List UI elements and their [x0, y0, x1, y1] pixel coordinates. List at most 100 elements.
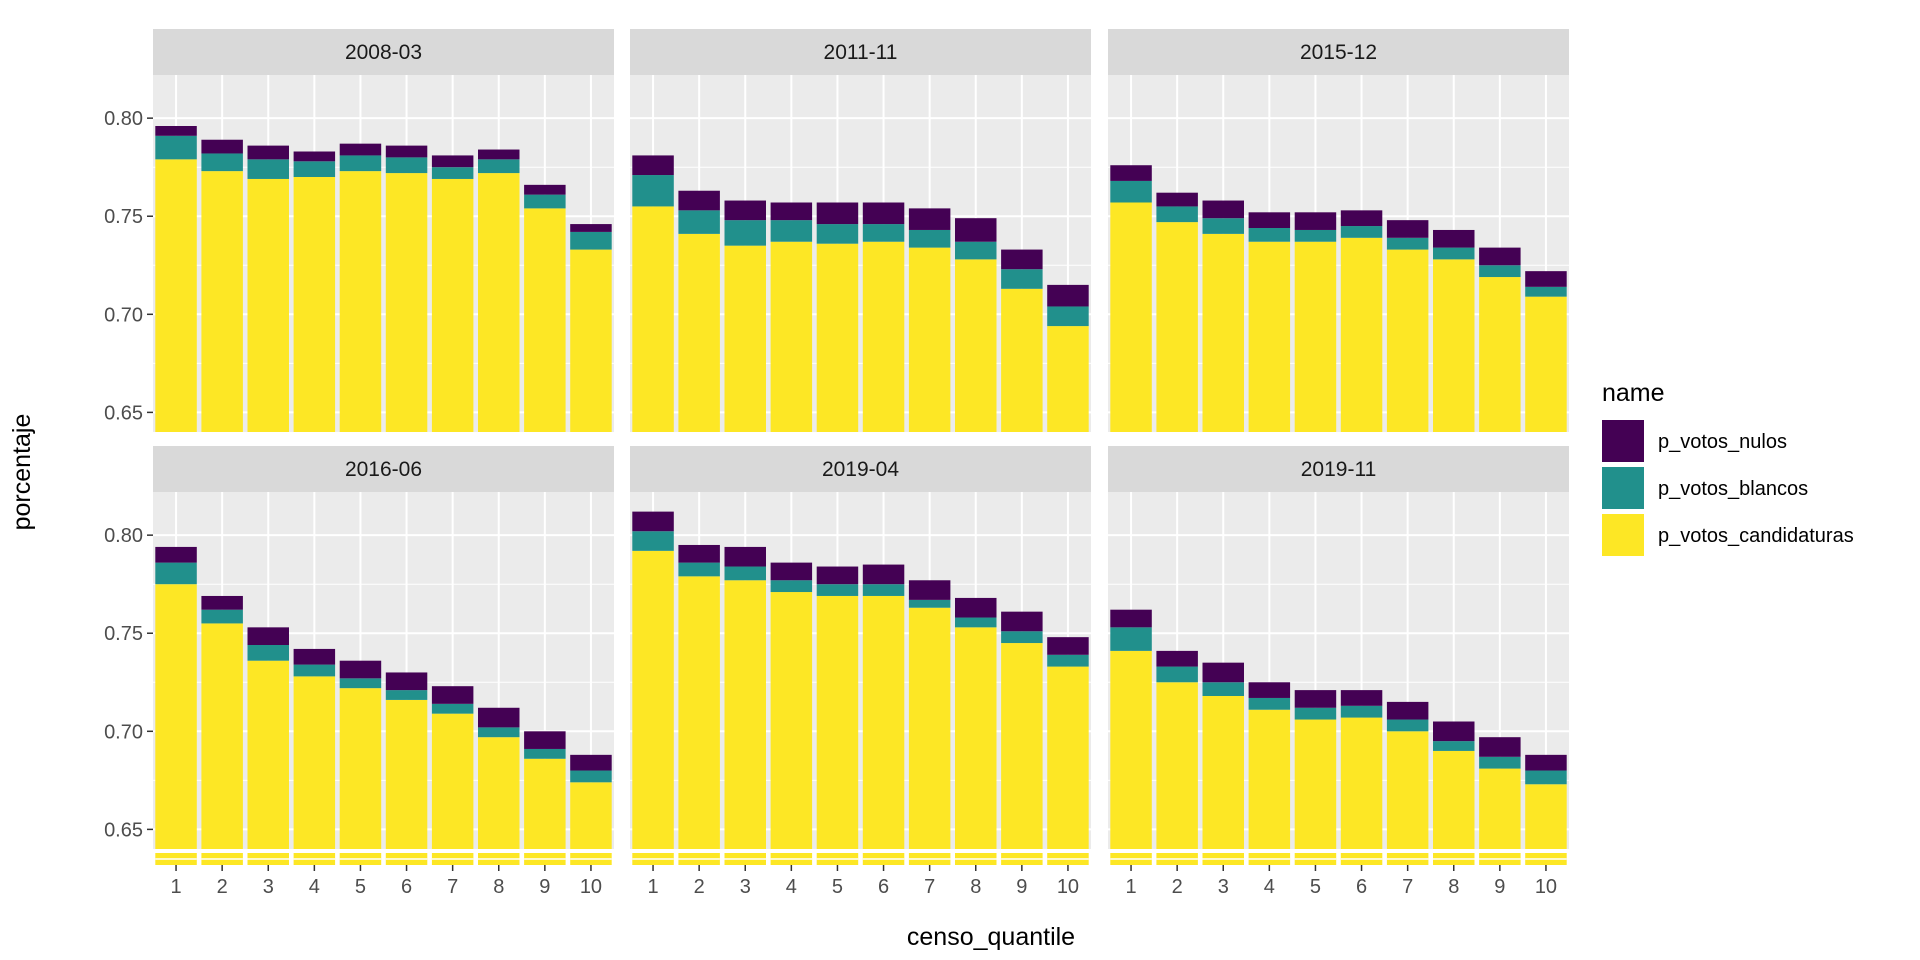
x-tick-label: 4: [786, 876, 797, 898]
bar-segment-p-votos-nulos-q6: [385, 672, 428, 691]
bar-segment-p-votos-blancos-q9: [1001, 631, 1043, 644]
bar-segment-p-votos-candidaturas-q8: [478, 737, 520, 849]
facet-strip-label: 2019-04: [822, 458, 899, 481]
x-tick-label: 6: [878, 876, 889, 898]
facet-strip-label: 2011-11: [824, 41, 898, 64]
bar-segment-p-votos-candidaturas-q3: [724, 580, 766, 849]
x-tick-label: 1: [1125, 876, 1136, 898]
bar-segment-p-votos-blancos-q4: [770, 580, 813, 593]
bar-segment-p-votos-nulos-q8: [955, 218, 997, 242]
bar-segment-p-votos-nulos-q8: [955, 597, 997, 618]
bar-segment-p-votos-blancos-q5: [339, 678, 382, 689]
x-axis-title: censo_quantile: [907, 923, 1075, 951]
bar-segment-p-votos-candidaturas-q1: [1110, 650, 1152, 849]
legend-key-p-votos-candidaturas: [1602, 514, 1644, 556]
bar-segment-p-votos-blancos-q4: [1248, 228, 1291, 242]
bar-segment-p-votos-blancos-q9: [1479, 265, 1521, 278]
x-tick-label: 4: [309, 876, 320, 898]
facet-strip-label: 2019-11: [1301, 458, 1377, 481]
bar-segment-p-votos-nulos-q7: [908, 208, 951, 230]
bar-segment-p-votos-candidaturas-q9: [524, 208, 566, 432]
bar-segment-p-votos-nulos-q5: [339, 660, 382, 679]
x-tick-label: 7: [924, 876, 935, 898]
bar-segment-p-votos-nulos-q5: [339, 143, 382, 156]
facet-panel-2019-04: 2019-04: [630, 446, 1091, 849]
bar-segment-p-votos-blancos-q2: [201, 609, 243, 624]
bar-segment-p-votos-nulos-q6: [862, 202, 905, 225]
x-tick-label: 9: [1494, 876, 1505, 898]
bar-segment-p-votos-nulos-q2: [201, 139, 243, 154]
facet-panel-2016-06: 2016-06 0.65 0.70 0.75 0.80: [104, 446, 614, 849]
bar-segment-p-votos-blancos-q8: [478, 159, 520, 174]
bar-segment-p-votos-candidaturas-q2: [201, 171, 243, 432]
x-tick-label: 2: [217, 876, 228, 898]
bar-segment-p-votos-blancos-q4: [293, 664, 336, 677]
bar-segment-p-votos-blancos-q3: [247, 159, 289, 179]
bar-segment-p-votos-blancos-q3: [247, 645, 289, 661]
bar-segment-p-votos-blancos-q10: [570, 231, 612, 250]
bar-segment-p-votos-candidaturas-q6: [1340, 717, 1383, 849]
bar-segment-p-votos-nulos-q2: [1156, 192, 1198, 207]
bar-segment-p-votos-candidaturas-q7: [431, 713, 474, 849]
bar-segment-p-votos-blancos-q3: [724, 220, 766, 246]
x-axis-2016-06: 1 2 3 4 5 6 7 8 9 10: [155, 853, 612, 898]
bar-segment-p-votos-candidaturas-q10: [1047, 326, 1089, 432]
panels-layer: 2008-03 0.65 0.70 0.75 0.80 2011-11 2015-12 201…: [104, 29, 1569, 898]
bar-segment-p-votos-nulos-q6: [385, 145, 428, 158]
bar-segment-p-votos-candidaturas-q5: [339, 688, 382, 849]
bar-segment-p-votos-nulos-q5: [1294, 212, 1337, 230]
bar-segment-p-votos-blancos-q8: [1433, 741, 1475, 751]
bar-segment-p-votos-candidaturas-q1: [632, 550, 674, 849]
bar-segment-p-votos-candidaturas-q7: [431, 178, 474, 432]
bar-segment-p-votos-nulos-q6: [862, 564, 905, 585]
bar-segment-p-votos-candidaturas-q4: [770, 592, 813, 849]
bar-segment-p-votos-nulos-q1: [155, 546, 197, 563]
bar-segment-p-votos-candidaturas-q6: [862, 241, 905, 432]
y-tick-label: 0.80: [104, 525, 143, 547]
bar-segment-p-votos-nulos-q4: [1248, 212, 1291, 228]
x-tick-label: 3: [263, 876, 274, 898]
legend-label-p-votos-candidaturas: p_votos_candidaturas: [1658, 525, 1854, 547]
bar-segment-p-votos-blancos-q1: [1110, 627, 1152, 651]
bar-segment-p-votos-candidaturas-q7: [1386, 731, 1429, 849]
bar-segment-p-votos-blancos-q6: [1340, 226, 1383, 238]
bar-segment-p-votos-blancos-q5: [1294, 707, 1337, 720]
bar-segment-p-votos-candidaturas-q2: [678, 576, 720, 849]
bar-segment-p-votos-candidaturas-q6: [385, 173, 428, 433]
bar-segment-p-votos-nulos-q7: [431, 155, 474, 168]
x-tick-label: 2: [1172, 876, 1183, 898]
bar-segment-p-votos-nulos-q8: [478, 149, 520, 160]
bar-segment-p-votos-blancos-q7: [908, 599, 951, 608]
bar-segment-p-votos-nulos-q2: [1156, 650, 1198, 667]
x-tick-label: 10: [580, 876, 602, 898]
bar-segment-p-votos-blancos-q1: [632, 531, 674, 551]
y-tick-label: 0.70: [104, 721, 143, 743]
bar-segment-p-votos-blancos-q4: [1248, 697, 1291, 710]
y-tick-label: 0.75: [104, 623, 143, 645]
x-axis-2019-04: 1 2 3 4 5 6 7 8 9 10: [632, 853, 1089, 898]
bar-segment-p-votos-nulos-q4: [1248, 682, 1291, 698]
bar-segment-p-votos-candidaturas-q5: [1294, 719, 1337, 849]
bar-segment-p-votos-candidaturas-q1: [632, 206, 674, 432]
x-tick-label: 6: [1356, 876, 1367, 898]
bar-segment-p-votos-candidaturas-q5: [816, 595, 859, 849]
x-tick-label: 2: [694, 876, 705, 898]
bar-segment-p-votos-nulos-q7: [1386, 220, 1429, 238]
bar-segment-p-votos-candidaturas-q3: [1202, 696, 1244, 849]
facet-strip: [1108, 446, 1569, 492]
bar-segment-p-votos-blancos-q1: [632, 175, 674, 207]
facet-strip-label: 2008-03: [345, 41, 422, 64]
bar-segment-p-votos-candidaturas-q4: [1248, 241, 1291, 432]
y-tick-label: 0.65: [104, 402, 143, 424]
bar-segment-p-votos-nulos-q9: [1001, 249, 1043, 270]
bar-segment-p-votos-candidaturas-q10: [1525, 296, 1567, 432]
bar-segment-p-votos-candidaturas-q8: [955, 259, 997, 432]
bar-segment-p-votos-blancos-q10: [1525, 286, 1567, 297]
bar-segment-p-votos-blancos-q7: [431, 167, 474, 179]
facet-strip: [630, 446, 1091, 492]
legend: name p_votos_nulosp_votos_blancosp_votos…: [1602, 379, 1854, 556]
bar-segment-p-votos-blancos-q1: [155, 135, 197, 160]
bar-segment-p-votos-nulos-q6: [1340, 690, 1383, 706]
facet-panel-2015-12: 2015-12: [1108, 29, 1569, 432]
bar-segment-p-votos-candidaturas-q5: [339, 171, 382, 432]
